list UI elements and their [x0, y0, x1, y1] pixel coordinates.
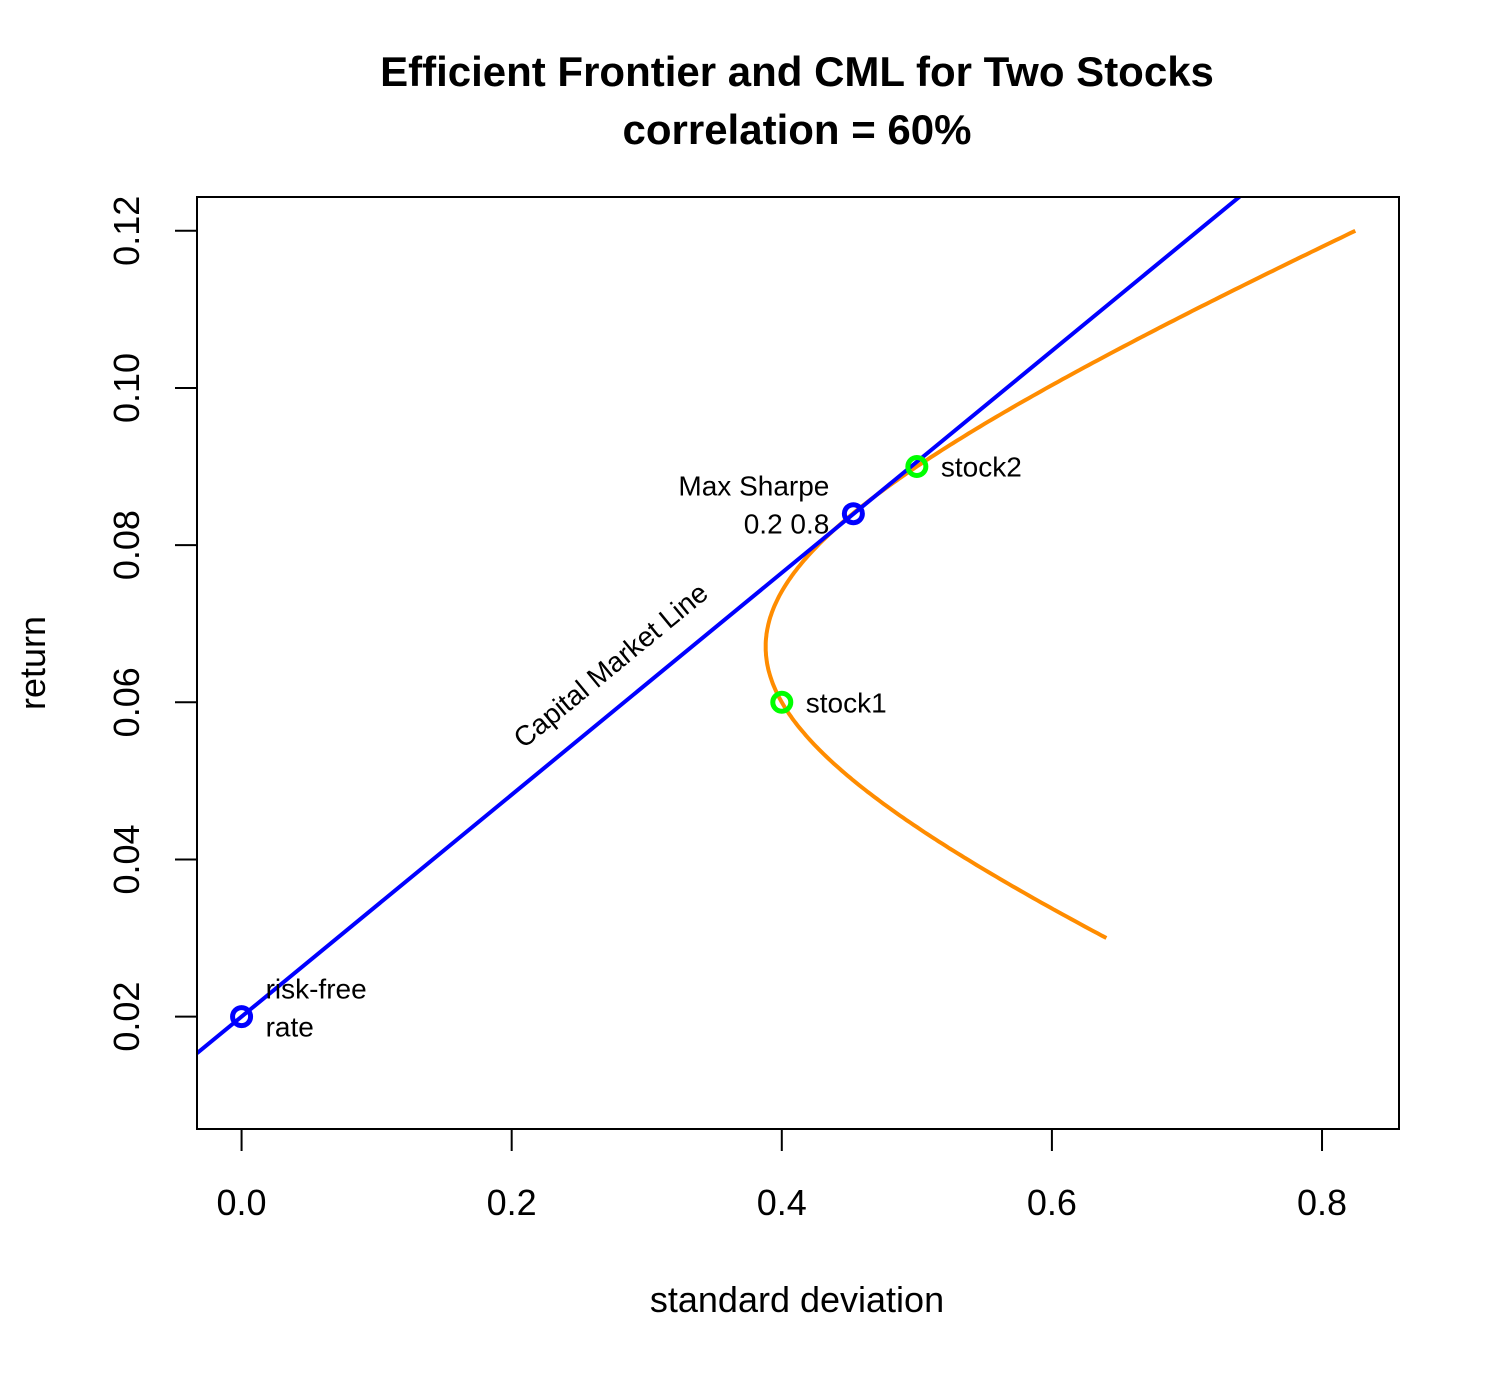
annotations: risk-free rate Max Sharpe 0.2 0.8 stock1 stoc…	[230, 452, 1022, 1043]
risk-free-rate-label: risk-free	[266, 974, 367, 1005]
stock2-label: stock2	[941, 452, 1022, 483]
x-tick-label: 0.4	[757, 1182, 807, 1223]
chart-subtitle: correlation = 60%	[623, 106, 972, 153]
x-tick-label: 0.6	[1027, 1182, 1077, 1223]
cml-label: Capital Market Line	[508, 577, 714, 754]
stock2-point	[905, 455, 929, 479]
x-axis-title: standard deviation	[650, 1279, 944, 1320]
efficient-frontier-line	[763, 228, 1357, 940]
x-axis: 0.0 0.2 0.4 0.6 0.8	[217, 1129, 1347, 1223]
x-tick-label: 0.8	[1297, 1182, 1347, 1223]
risk-free-rate-point	[230, 1005, 254, 1029]
max-sharpe-label: 0.2 0.8	[744, 509, 830, 540]
y-tick-label: 0.12	[106, 196, 147, 266]
risk-free-rate-label: rate	[266, 1012, 314, 1043]
y-tick-label: 0.04	[106, 824, 147, 894]
x-tick-label: 0.0	[217, 1182, 267, 1223]
y-axis: 0.02 0.04 0.06 0.08 0.10 0.12	[106, 196, 197, 1052]
x-tick-label: 0.2	[487, 1182, 537, 1223]
plot-frame	[196, 196, 1400, 1130]
y-axis-title: return	[12, 616, 53, 710]
plot-area	[197, 197, 1357, 1055]
capital-market-line	[197, 197, 1243, 1055]
stock1-label: stock1	[806, 687, 887, 718]
y-tick-label: 0.10	[106, 353, 147, 423]
y-tick-label: 0.08	[106, 510, 147, 580]
y-tick-label: 0.02	[106, 982, 147, 1052]
y-tick-label: 0.06	[106, 667, 147, 737]
stock1-point	[770, 690, 794, 714]
max-sharpe-label: Max Sharpe	[678, 471, 829, 502]
max-sharpe-point	[841, 502, 865, 526]
chart-title: Efficient Frontier and CML for Two Stock…	[380, 48, 1214, 95]
